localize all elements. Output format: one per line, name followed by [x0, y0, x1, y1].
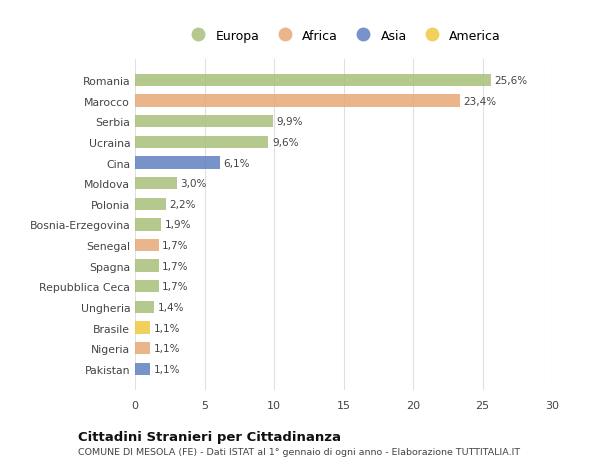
Bar	[135, 301, 154, 313]
Text: 1,1%: 1,1%	[154, 343, 180, 353]
Bar	[135, 116, 272, 128]
Bar	[135, 322, 150, 334]
Text: 9,9%: 9,9%	[276, 117, 302, 127]
Bar	[135, 342, 150, 354]
Bar	[135, 75, 491, 87]
Text: 1,7%: 1,7%	[162, 241, 188, 251]
Text: 1,7%: 1,7%	[162, 282, 188, 291]
Legend: Europa, Africa, Asia, America: Europa, Africa, Asia, America	[186, 29, 501, 43]
Bar	[135, 95, 460, 107]
Text: Cittadini Stranieri per Cittadinanza: Cittadini Stranieri per Cittadinanza	[78, 431, 341, 443]
Bar	[135, 136, 268, 149]
Bar	[135, 239, 158, 252]
Text: 1,1%: 1,1%	[154, 323, 180, 333]
Text: 3,0%: 3,0%	[180, 179, 206, 189]
Text: 25,6%: 25,6%	[494, 76, 527, 86]
Text: 9,6%: 9,6%	[272, 138, 298, 148]
Text: 6,1%: 6,1%	[223, 158, 250, 168]
Bar	[135, 157, 220, 169]
Bar	[135, 363, 150, 375]
Text: 1,7%: 1,7%	[162, 261, 188, 271]
Text: COMUNE DI MESOLA (FE) - Dati ISTAT al 1° gennaio di ogni anno - Elaborazione TUT: COMUNE DI MESOLA (FE) - Dati ISTAT al 1°…	[78, 448, 520, 457]
Bar	[135, 198, 166, 211]
Bar	[135, 260, 158, 272]
Bar	[135, 178, 176, 190]
Text: 1,1%: 1,1%	[154, 364, 180, 374]
Text: 1,4%: 1,4%	[158, 302, 184, 312]
Bar	[135, 219, 161, 231]
Text: 1,9%: 1,9%	[165, 220, 191, 230]
Bar	[135, 280, 158, 293]
Text: 23,4%: 23,4%	[464, 96, 497, 106]
Text: 2,2%: 2,2%	[169, 199, 196, 209]
